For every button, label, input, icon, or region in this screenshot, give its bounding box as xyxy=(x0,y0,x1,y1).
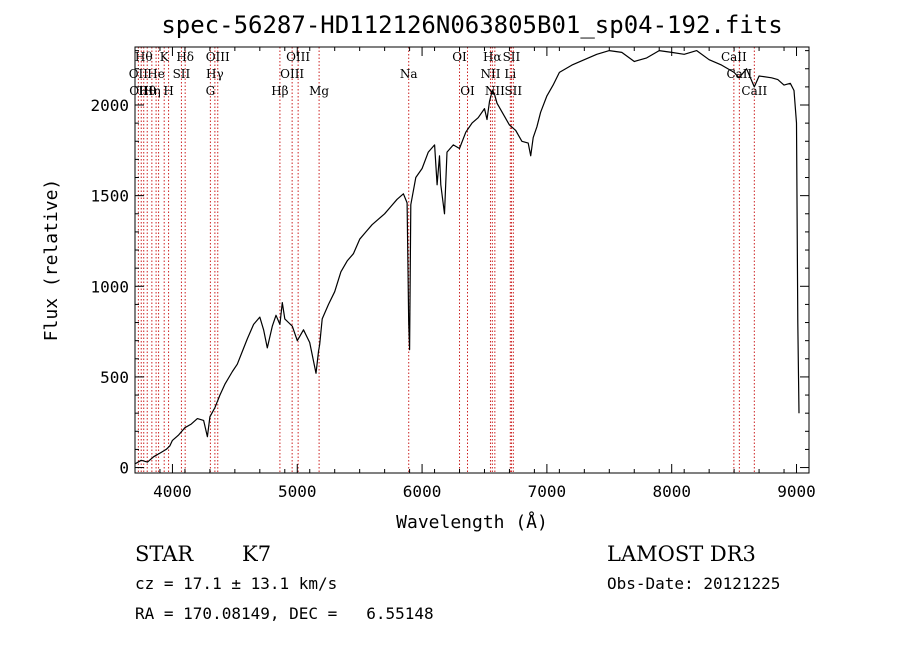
y-tick-label: 0 xyxy=(119,459,129,478)
line-marker-label: CaII xyxy=(721,50,747,64)
x-tick-label: 9000 xyxy=(777,482,816,501)
chart-title: spec-56287-HD112126N063805B01_sp04-192.f… xyxy=(161,11,782,39)
line-marker-label: Hη xyxy=(143,84,161,98)
emission-line-markers xyxy=(137,47,755,473)
line-marker-label: SII xyxy=(503,50,521,64)
line-marker-label: Hθ xyxy=(135,50,153,64)
line-marker-label: Hγ xyxy=(206,67,224,81)
line-marker-label: CaII xyxy=(741,84,767,98)
spectrum-series xyxy=(134,49,800,465)
x-tick-label: 6000 xyxy=(403,482,442,501)
survey-name: LAMOST DR3 xyxy=(607,542,756,566)
line-marker-label: NII xyxy=(485,84,505,98)
spectrum-line xyxy=(134,49,800,465)
line-marker-label: H xyxy=(163,84,173,98)
redshift-velocity: cz = 17.1 ± 13.1 km/s xyxy=(135,574,337,593)
y-tick-label: 1500 xyxy=(90,187,129,206)
y-axis-ticks: 0 500 1000 1500 2000 xyxy=(90,50,809,478)
y-tick-label: 2000 xyxy=(90,96,129,115)
observation-date: Obs-Date: 20121225 xyxy=(607,574,780,593)
line-marker-label: OIII xyxy=(280,67,304,81)
line-marker-label: OI xyxy=(460,84,475,98)
spectral-subclass: K7 xyxy=(242,542,271,566)
x-tick-label: 8000 xyxy=(652,482,691,501)
x-tick-label: 5000 xyxy=(278,482,317,501)
line-marker-label: Mg xyxy=(309,84,329,98)
line-marker-label: SII xyxy=(504,84,522,98)
line-marker-label: Li xyxy=(504,67,516,81)
y-tick-label: 1000 xyxy=(90,277,129,296)
sky-coordinates: RA = 170.08149, DEC = 6.55148 xyxy=(135,604,434,623)
line-marker-label: Hβ xyxy=(271,84,288,98)
line-marker-label: He xyxy=(147,67,165,81)
y-axis-label: Flux (relative) xyxy=(41,179,62,342)
object-class: STAR xyxy=(135,542,194,566)
line-marker-label: OIII xyxy=(286,50,310,64)
line-marker-label: Na xyxy=(400,67,418,81)
plot-frame xyxy=(134,46,810,474)
x-tick-label: 7000 xyxy=(528,482,567,501)
x-axis-ticks: 4000 5000 6000 7000 8000 9000 xyxy=(134,47,816,501)
line-marker-label: Hθ xyxy=(138,84,156,98)
line-marker-label: OIII xyxy=(206,50,230,64)
line-marker-label: SII xyxy=(173,67,191,81)
line-marker-label: OII xyxy=(129,67,149,81)
emission-line-labels: OIIOIIIHθHθHηHeKHSIIHδGHγOIIIHβOIIIOIIIM… xyxy=(129,50,768,98)
line-marker-label: G xyxy=(206,84,216,98)
line-marker-label: CaII xyxy=(726,67,752,81)
line-marker-label: Hα xyxy=(483,50,502,64)
line-marker-label: K xyxy=(160,50,170,64)
line-marker-label: Hδ xyxy=(176,50,194,64)
y-tick-label: 500 xyxy=(100,368,129,387)
x-axis-label: Wavelength (Å) xyxy=(396,511,548,533)
line-marker-label: NII xyxy=(480,67,500,81)
line-marker-label: OI xyxy=(452,50,467,64)
x-tick-label: 4000 xyxy=(153,482,192,501)
